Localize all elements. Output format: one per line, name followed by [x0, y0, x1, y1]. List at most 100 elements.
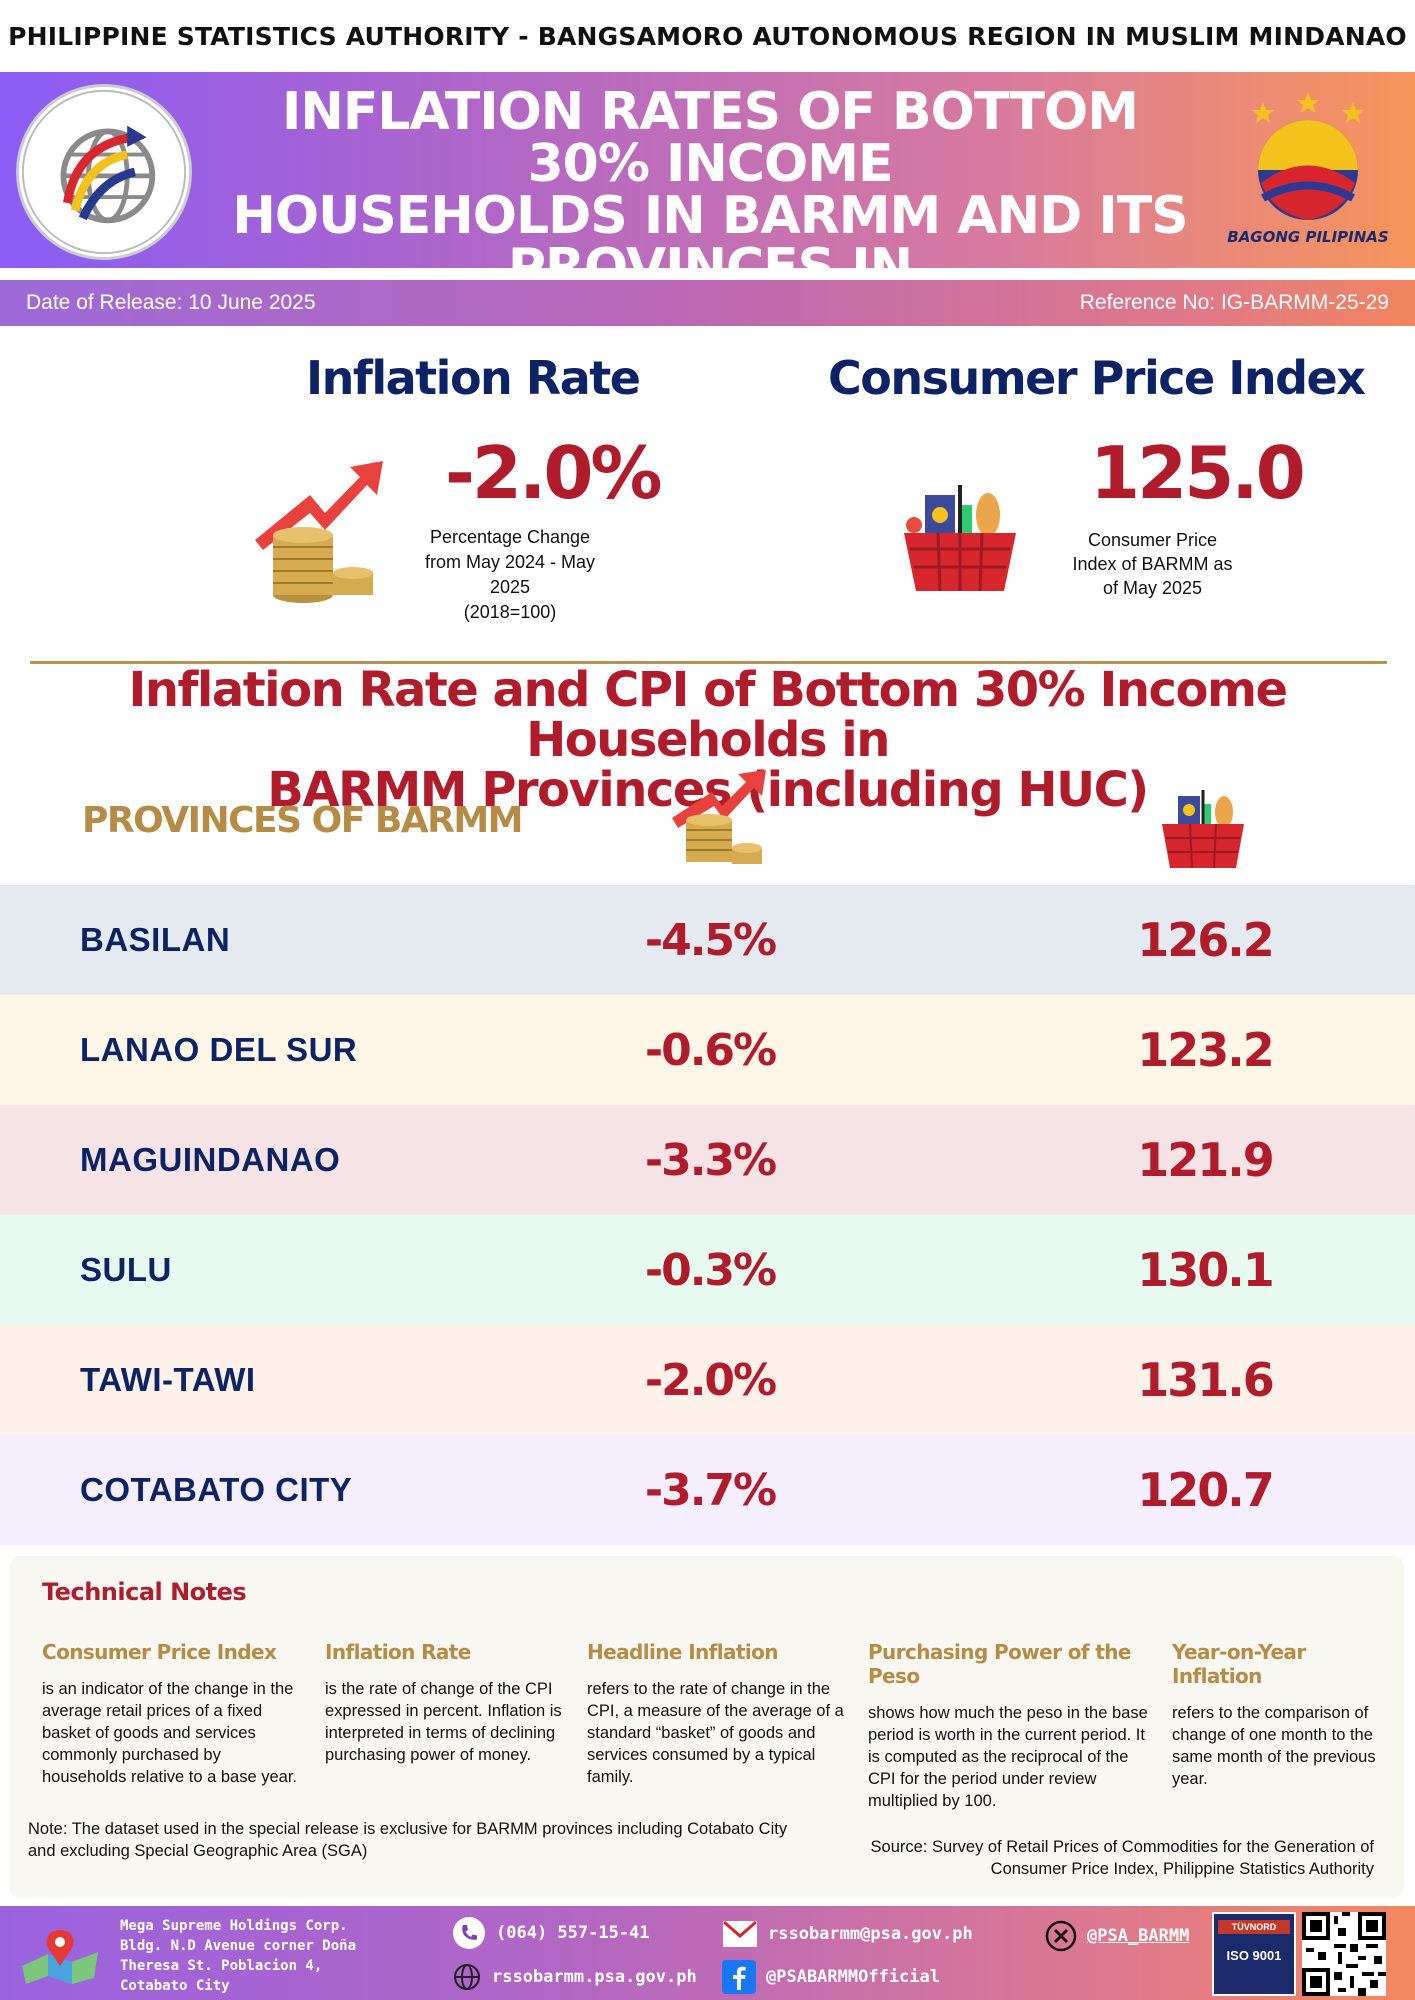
- note-term: Inflation Rate: [325, 1640, 471, 1664]
- x-handle: @PSA_BARMM: [1087, 1926, 1190, 1946]
- note-purchasing-power: Purchasing Power of the Peso shows how m…: [868, 1640, 1150, 1812]
- province-inflation: -0.6%: [644, 1024, 777, 1076]
- note-yoy-inflation: Year-on-Year Inflation refers to the com…: [1172, 1640, 1387, 1790]
- office-address: Mega Supreme Holdings Corp. Bldg. N.D Av…: [120, 1916, 356, 1996]
- agency-header: PHILIPPINE STATISTICS AUTHORITY - BANGSA…: [0, 0, 1415, 72]
- note-term: Year-on-Year Inflation: [1172, 1640, 1306, 1688]
- address-line: Cotabato City: [120, 1978, 230, 1994]
- cpi-title: Consumer Price Index: [828, 351, 1366, 405]
- table-row: BASILAN -4.5% 126.2: [0, 885, 1415, 995]
- inflation-rate-caption: Percentage Change from May 2024 - May 20…: [405, 525, 615, 625]
- x-icon: [1045, 1920, 1077, 1952]
- facebook-handle: @PSABARMMOfficial: [766, 1967, 940, 1987]
- caption-line: Percentage Change: [429, 527, 591, 547]
- address-line: Mega Supreme Holdings Corp.: [120, 1918, 348, 1934]
- globe-web-icon: [454, 1964, 480, 1990]
- phone-contact[interactable]: (064) 557-15-41: [452, 1916, 650, 1950]
- bagong-pilipinas-logo: BAGONG PILIPINAS: [1223, 88, 1393, 258]
- reference-number: Reference No: IG-BARMM-25-29: [1079, 291, 1389, 314]
- inflation-rate-value: -2.0%: [445, 431, 663, 515]
- province-inflation: -3.7%: [644, 1464, 777, 1516]
- note-definition: shows how much the peso in the base peri…: [868, 1704, 1148, 1810]
- agency-name: PHILIPPINE STATISTICS AUTHORITY - BANGSA…: [8, 21, 1407, 51]
- caption-line: (2018=100): [463, 602, 557, 622]
- note-term: Headline Inflation: [587, 1640, 779, 1664]
- caption-line: Index of BARMM as: [1072, 554, 1233, 574]
- province-name: BASILAN: [80, 921, 231, 958]
- coins-arrow-icon: [255, 461, 383, 603]
- website-link[interactable]: rssobarmm.psa.gov.ph: [452, 1962, 697, 1992]
- note-term: Purchasing Power of the Peso: [868, 1640, 1131, 1688]
- cpi-caption: Consumer Price Index of BARMM as of May …: [1050, 528, 1255, 600]
- cpi-column-icon: [1162, 790, 1244, 869]
- title-banner: INFLATION RATES OF BOTTOM 30% INCOME HOU…: [0, 72, 1415, 346]
- website-url: rssobarmm.psa.gov.ph: [492, 1967, 697, 1987]
- qr-code-icon[interactable]: [1302, 1912, 1386, 1996]
- provinces-section-title: Inflation Rate and CPI of Bottom 30% Inc…: [60, 665, 1355, 815]
- caption-line: 2025: [489, 577, 531, 597]
- globe-icon: [21, 89, 187, 255]
- address-line: Bldg. N.D Avenue corner Doña: [120, 1938, 357, 1954]
- table-row: LANAO DEL SUR -0.6% 123.2: [0, 995, 1415, 1105]
- note-term: Consumer Price Index: [42, 1640, 277, 1664]
- mail-icon: [723, 1920, 757, 1947]
- technical-notes: Technical Notes Consumer Price Index is …: [10, 1556, 1404, 1898]
- province-name: LANAO DEL SUR: [80, 1031, 358, 1068]
- x-link[interactable]: @PSA_BARMM: [1045, 1920, 1189, 1952]
- main-title-line: HOUSEHOLDS IN BARMM AND ITS PROVINCES IN: [232, 186, 1188, 298]
- province-name: SULU: [80, 1251, 172, 1288]
- kpi-section: Inflation Rate -2.0% Percentage Change f…: [0, 345, 1415, 645]
- address-line: Theresa St. Poblacion 4,: [120, 1958, 323, 1974]
- map-pin-icon: [22, 1930, 98, 1984]
- cpi-value: 125.0: [1090, 431, 1306, 515]
- province-inflation: -0.3%: [644, 1244, 777, 1296]
- phone-number: (064) 557-15-41: [496, 1923, 650, 1943]
- bagong-pilipinas-text: BAGONG PILIPINAS: [1227, 228, 1389, 246]
- release-date: Date of Release: 10 June 2025: [26, 291, 316, 314]
- province-name: MAGUINDANAO: [80, 1141, 341, 1178]
- facebook-icon: [722, 1960, 756, 1994]
- phone-icon: [453, 1917, 485, 1949]
- note-headline-inflation: Headline Inflation refers to the rate of…: [587, 1640, 849, 1788]
- footer: Mega Supreme Holdings Corp. Bldg. N.D Av…: [0, 1906, 1415, 2000]
- province-cpi: 121.9: [1137, 1133, 1275, 1187]
- sun-stars-icon: [1252, 92, 1364, 220]
- caption-line: Consumer Price: [1087, 530, 1218, 550]
- dataset-note: Note: The dataset used in the special re…: [28, 1820, 788, 1860]
- section-title-line: Inflation Rate and CPI of Bottom 30% Inc…: [128, 662, 1288, 768]
- source-note: Source: Survey of Retail Prices of Commo…: [870, 1838, 1374, 1878]
- province-cpi: 120.7: [1137, 1463, 1275, 1517]
- inflation-rate-title: Inflation Rate: [306, 351, 641, 405]
- province-name: COTABATO CITY: [80, 1471, 353, 1508]
- note-definition: refers to the rate of change in the CPI,…: [587, 1680, 844, 1786]
- provinces-table: BASILAN -4.5% 126.2 LANAO DEL SUR -0.6% …: [0, 885, 1415, 1545]
- iso-label: ISO 9001: [1226, 1948, 1282, 1963]
- email-address: rssobarmm@psa.gov.ph: [768, 1924, 973, 1944]
- province-cpi: 123.2: [1137, 1023, 1275, 1077]
- table-row: COTABATO CITY -3.7% 120.7: [0, 1435, 1415, 1545]
- caption-line: of May 2025: [1102, 578, 1203, 598]
- caption-line: from May 2024 - May: [424, 552, 596, 572]
- grocery-basket-icon: [904, 485, 1016, 592]
- province-name: TAWI-TAWI: [80, 1361, 256, 1398]
- table-header: PROVINCES OF BARMM: [0, 770, 1415, 885]
- inflation-column-icon: [672, 770, 766, 864]
- province-inflation: -3.3%: [644, 1134, 777, 1186]
- province-cpi: 131.6: [1137, 1353, 1275, 1407]
- note-cpi: Consumer Price Index is an indicator of …: [42, 1640, 297, 1788]
- note-definition: is the rate of change of the CPI express…: [325, 1680, 562, 1764]
- province-cpi: 130.1: [1137, 1243, 1275, 1297]
- table-row: MAGUINDANAO -3.3% 121.9: [0, 1105, 1415, 1215]
- provinces-column-header: PROVINCES OF BARMM: [82, 800, 524, 841]
- note-definition: refers to the comparison of change of on…: [1172, 1704, 1376, 1788]
- technical-notes-title: Technical Notes: [42, 1578, 247, 1606]
- province-cpi: 126.2: [1137, 913, 1275, 967]
- email-link[interactable]: rssobarmm@psa.gov.ph: [722, 1920, 973, 1948]
- psa-logo: [16, 84, 192, 260]
- section-divider: [30, 661, 1387, 664]
- table-row: SULU -0.3% 130.1: [0, 1215, 1415, 1325]
- note-definition: is an indicator of the change in the ave…: [42, 1680, 298, 1786]
- main-title-line: INFLATION RATES OF BOTTOM 30% INCOME: [282, 82, 1139, 194]
- facebook-link[interactable]: @PSABARMMOfficial: [722, 1960, 940, 1994]
- release-info-bar: Date of Release: 10 June 2025 Reference …: [0, 280, 1415, 326]
